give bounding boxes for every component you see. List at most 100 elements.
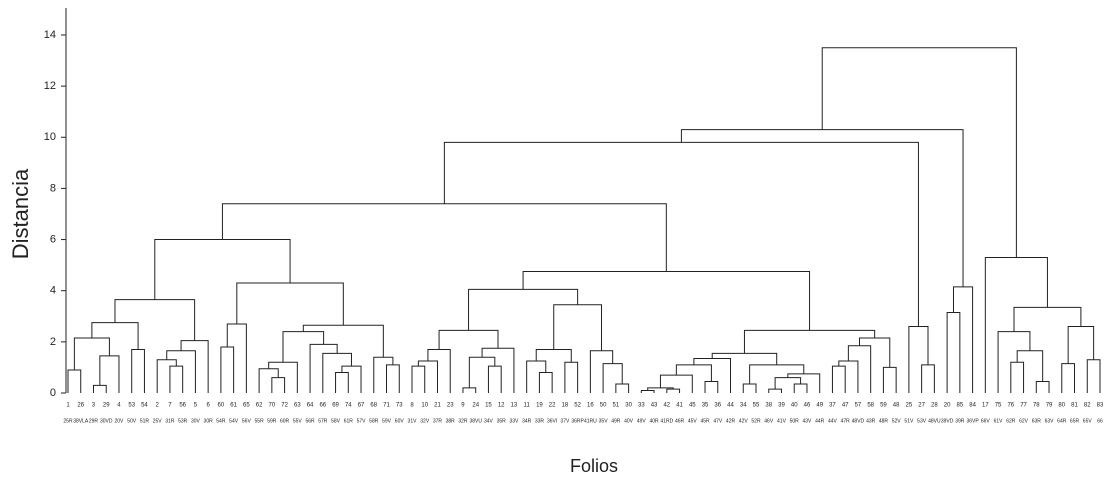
dendrogram-link [169, 365, 184, 393]
leaf-label: 43 [651, 403, 658, 409]
dendrogram-link [221, 203, 667, 272]
leaf-folio-label: 48VU [928, 418, 941, 424]
leaf-label: 34 [740, 403, 747, 409]
leaf-label: 73 [396, 403, 403, 409]
dendrogram-link [743, 329, 876, 354]
dendrogram-link [271, 377, 286, 393]
leaf-label: 74 [345, 403, 352, 409]
leaf-label: 56 [179, 403, 186, 409]
dendrogram-link [468, 288, 579, 331]
dendrogram-link [282, 331, 325, 363]
dendrogram-link [640, 389, 655, 393]
leaf-folio-label: 60V [395, 418, 405, 424]
leaf-folio-label: 49V [637, 418, 647, 424]
leaf-label: 71 [383, 403, 390, 409]
dendrogram-link [386, 364, 400, 393]
leaf-folio-label: 58R [369, 418, 379, 424]
dendrogram-link [749, 364, 805, 385]
leaf-label: 33 [638, 403, 645, 409]
dendrogram-link [220, 346, 235, 393]
leaf-folio-label: 25V [153, 418, 163, 424]
leaf-folio-label: 29R [89, 418, 99, 424]
leaf-label: 47 [842, 403, 849, 409]
leaf-label: 79 [1046, 403, 1053, 409]
dendrogram-link [821, 47, 1017, 258]
leaf-label: 22 [549, 403, 556, 409]
leaf-folio-label: 50V [127, 418, 137, 424]
dendrogram-link [487, 365, 502, 393]
leaf-label: 2 [156, 403, 160, 409]
leaf-label: 7 [168, 403, 172, 409]
dendrogram-link [67, 369, 82, 393]
leaf-label: 38 [765, 403, 772, 409]
leaf-folio-label: 63R [1032, 418, 1042, 424]
leaf-label: 45 [689, 403, 696, 409]
leaf-label: 78 [1033, 403, 1040, 409]
leaf-label: 67 [358, 403, 365, 409]
leaf-folio-label: 55V [293, 418, 303, 424]
dendrogram-link [774, 377, 802, 390]
leaf-label: 10 [421, 403, 428, 409]
leaf-folio-label: 52R [751, 418, 761, 424]
leaf-folio-label: 46V [764, 418, 774, 424]
leaf-label: 4 [117, 403, 121, 409]
dendrogram-link [921, 364, 935, 393]
leaf-label: 81 [1071, 403, 1078, 409]
leaf-label: 29 [103, 403, 110, 409]
leaf-label: 69 [332, 403, 339, 409]
leaf-label: 57 [855, 403, 862, 409]
leaf-label: 50 [600, 403, 607, 409]
leaf-label: 28 [931, 403, 938, 409]
leaf-folio-label: 45V [688, 418, 698, 424]
leaf-label: 20 [944, 403, 951, 409]
leaf-folio-label: 55R [255, 418, 265, 424]
leaf-label: 26 [77, 403, 84, 409]
dendrogram-link [335, 372, 349, 393]
leaf-label: 55 [753, 403, 760, 409]
leaf-folio-label: 42R [726, 418, 736, 424]
dendrogram-link [468, 356, 496, 388]
leaf-label: 36 [714, 403, 721, 409]
leaf-label: 35 [702, 403, 709, 409]
dendrogram-link [831, 365, 846, 393]
leaf-label: 84 [969, 403, 976, 409]
dendrogram-link [847, 345, 872, 393]
leaf-folio-label: 31V [408, 418, 418, 424]
dendrogram-link [768, 388, 782, 393]
leaf-folio-label: 43V [803, 418, 813, 424]
dendrogram-link [438, 329, 499, 350]
dendrogram-link [92, 384, 107, 393]
leaf-label: 15 [485, 403, 492, 409]
leaf-folio-label: 40R [649, 418, 659, 424]
leaf-folio-label: 63V [1045, 418, 1055, 424]
leaf-folio-label: 38VLA [73, 418, 89, 424]
leaf-label: 82 [1084, 403, 1091, 409]
dendrogram-link [553, 304, 603, 351]
leaf-folio-label: 65V [1083, 418, 1093, 424]
leaf-label: 27 [918, 403, 925, 409]
dendrogram-link [131, 349, 145, 393]
leaf-label: 13 [511, 403, 518, 409]
y-axis-label: Distancia [8, 168, 33, 259]
leaf-label: 44 [727, 403, 734, 409]
leaf-folio-label: 34R [522, 418, 532, 424]
leaf-folio-label: 41RD [660, 418, 673, 424]
leaf-folio-label: 53V [917, 418, 927, 424]
dendrogram-link [1035, 380, 1050, 393]
leaf-folio-label: 35V [599, 418, 609, 424]
leaf-folio-label: 32R [458, 418, 468, 424]
leaf-label: 30 [625, 403, 632, 409]
leaf-label: 64 [307, 403, 314, 409]
leaf-label: 19 [536, 403, 543, 409]
leaf-folio-label: 39VD [941, 418, 954, 424]
leaf-folio-label: 59V [382, 418, 392, 424]
dendrogram-link [793, 383, 808, 393]
leaf-label: 83 [1097, 403, 1104, 409]
leaf-label: 42 [663, 403, 670, 409]
leaf-folio-label: 47V [713, 418, 723, 424]
leaf-label: 18 [562, 403, 569, 409]
dendrogram-link [481, 347, 515, 393]
dendrogram-link [535, 349, 572, 363]
y-tick-label: 12 [44, 80, 56, 92]
leaf-label: 54 [141, 403, 148, 409]
